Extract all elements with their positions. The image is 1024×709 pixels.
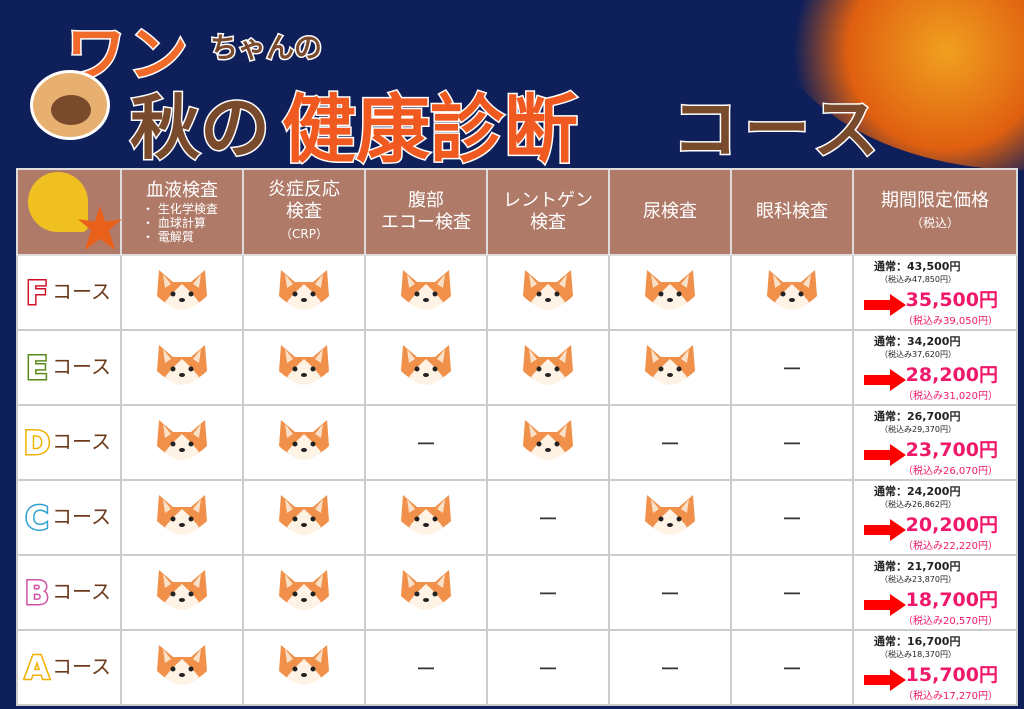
included-cell <box>242 479 366 556</box>
dog-face-icon <box>767 269 817 310</box>
dog-face-icon <box>157 494 207 535</box>
dog-face-icon <box>157 419 207 460</box>
course-row: C コースーー通常：24,200円 （税込み26,862円） 20,200円 （税込み2… <box>16 479 1018 556</box>
arrow-right-icon <box>864 594 906 616</box>
course-name: E コース <box>16 329 122 406</box>
dog-face-icon <box>157 569 207 610</box>
arrow-right-icon <box>864 519 906 541</box>
arrow-right-icon <box>864 444 906 466</box>
included-cell <box>242 629 366 706</box>
included-cell <box>120 554 244 631</box>
included-cell <box>242 404 366 481</box>
dog-face-icon <box>157 344 207 385</box>
dog-face-icon <box>279 269 329 310</box>
dog-face-icon <box>157 269 207 310</box>
pug-icon <box>30 70 110 140</box>
price-cell: 通常：24,200円 （税込み26,862円） 20,200円 （税込み22,220円… <box>852 479 1018 556</box>
header-crp: 炎症反応 検査 （CRP） <box>242 168 366 256</box>
included-cell <box>486 404 610 481</box>
course-name: B コース <box>16 554 122 631</box>
course-row: F コース 通常：43,500円 （税込み47,850円） 35,500円 （税込み39,… <box>16 254 1018 331</box>
ginkgo-leaf-icon <box>28 172 88 232</box>
dog-face-icon <box>279 569 329 610</box>
dog-face-icon <box>401 569 451 610</box>
included-cell <box>730 254 854 331</box>
header-urine: 尿検査 <box>608 168 732 256</box>
dog-face-icon <box>523 419 573 460</box>
not-included-cell: ー <box>608 554 732 631</box>
included-cell <box>364 329 488 406</box>
header-echo: 腹部 エコー検査 <box>364 168 488 256</box>
header-price: 期間限定価格 （税込） <box>852 168 1018 256</box>
price-cell: 通常：34,200円 （税込み37,620円） 28,200円 （税込み31,020円… <box>852 329 1018 406</box>
course-row: A コースーーーー通常：16,700円 （税込み18,370円） 15,700円 （税込… <box>16 629 1018 706</box>
course-row: B コースーーー通常：21,700円 （税込み23,870円） 18,700円 （税込み… <box>16 554 1018 631</box>
included-cell <box>120 329 244 406</box>
dog-face-icon <box>401 344 451 385</box>
included-cell <box>608 479 732 556</box>
course-name: F コース <box>16 254 122 331</box>
included-cell <box>364 254 488 331</box>
dog-face-icon <box>279 644 329 685</box>
header-xray: レントゲン 検査 <box>486 168 610 256</box>
dog-face-icon <box>157 644 207 685</box>
included-cell <box>486 329 610 406</box>
not-included-cell: ー <box>364 404 488 481</box>
dog-face-icon <box>279 344 329 385</box>
header-eye: 眼科検査 <box>730 168 854 256</box>
dog-face-icon <box>401 269 451 310</box>
dog-face-icon <box>523 269 573 310</box>
included-cell <box>364 554 488 631</box>
included-cell <box>120 629 244 706</box>
included-cell <box>120 254 244 331</box>
arrow-right-icon <box>864 669 906 691</box>
not-included-cell: ー <box>486 479 610 556</box>
not-included-cell: ー <box>364 629 488 706</box>
not-included-cell: ー <box>486 629 610 706</box>
title-aki: 秋の <box>129 86 272 171</box>
not-included-cell: ー <box>730 479 854 556</box>
price-cell: 通常：16,700円 （税込み18,370円） 15,700円 （税込み17,270円… <box>852 629 1018 706</box>
not-included-cell: ー <box>486 554 610 631</box>
arrow-right-icon <box>864 294 906 316</box>
included-cell <box>364 479 488 556</box>
dog-face-icon <box>645 344 695 385</box>
not-included-cell: ー <box>730 629 854 706</box>
dog-face-icon <box>645 269 695 310</box>
dog-face-icon <box>279 419 329 460</box>
not-included-cell: ー <box>730 554 854 631</box>
dog-face-icon <box>645 494 695 535</box>
included-cell <box>608 329 732 406</box>
not-included-cell: ー <box>608 629 732 706</box>
price-cell: 通常：21,700円 （税込み23,870円） 18,700円 （税込み20,570円… <box>852 554 1018 631</box>
title-health-check: 健康診断 <box>281 86 580 175</box>
included-cell <box>608 254 732 331</box>
not-included-cell: ー <box>608 404 732 481</box>
course-table: 血液検査・ 生化学検査・ 血球計算・ 電解質 炎症反応 検査 （CRP） 腹部 エコー… <box>16 168 1018 706</box>
title-chan: ちゃんの <box>208 30 323 66</box>
dog-face-icon <box>401 494 451 535</box>
price-cell: 通常：43,500円 （税込み47,850円） 35,500円 （税込み39,050円… <box>852 254 1018 331</box>
course-name: A コース <box>16 629 122 706</box>
not-included-cell: ー <box>730 329 854 406</box>
included-cell <box>120 404 244 481</box>
included-cell <box>242 329 366 406</box>
included-cell <box>486 254 610 331</box>
course-row: Dコースーーー通常：26,700円 （税込み29,370円） 23,700円 （税込み… <box>16 404 1018 481</box>
price-cell: 通常：26,700円 （税込み29,370円） 23,700円 （税込み26,070円… <box>852 404 1018 481</box>
course-row: E コース ー通常：34,200円 （税込み37,620円） 28,200円 （税込み31… <box>16 329 1018 406</box>
dog-face-icon <box>279 494 329 535</box>
dog-face-icon <box>523 344 573 385</box>
course-name: Dコース <box>16 404 122 481</box>
corner-cell <box>16 168 122 256</box>
title-course: コース <box>671 90 885 170</box>
header-blood-test: 血液検査・ 生化学検査・ 血球計算・ 電解質 <box>120 168 244 256</box>
course-name: C コース <box>16 479 122 556</box>
included-cell <box>120 479 244 556</box>
arrow-right-icon <box>864 369 906 391</box>
not-included-cell: ー <box>730 404 854 481</box>
included-cell <box>242 554 366 631</box>
included-cell <box>242 254 366 331</box>
